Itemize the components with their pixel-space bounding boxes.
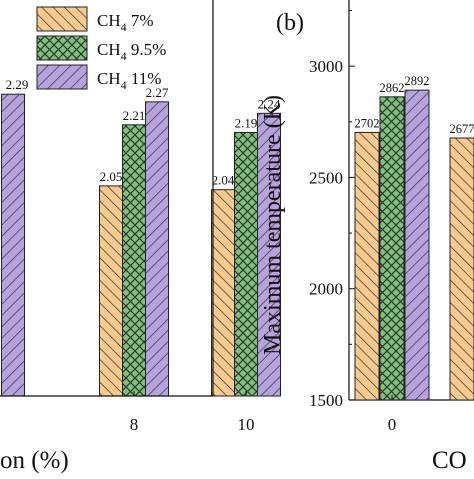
x-tick-label-b-0: 0 (388, 415, 397, 434)
legend-swatch-2 (37, 65, 87, 89)
value-label-b-s0-c0: 2702 (355, 116, 380, 130)
bar-a-s2-c1 (146, 102, 169, 396)
value-label-a-s0-c1: 2.05 (100, 169, 123, 184)
x-axis-label-b: CO (432, 447, 467, 474)
bar-a-s1-c2 (235, 132, 258, 396)
legend-swatch-1 (37, 36, 87, 60)
x-tick-label-a-1: 8 (130, 415, 139, 434)
bar-b-s0-c1 (450, 138, 474, 400)
y-tick-label-b-1: 2000 (309, 280, 343, 299)
x-axis-label-a: on (%) (0, 447, 69, 474)
bar-b-s1-c0 (380, 97, 404, 400)
legend-label-0: CH4 7% (97, 11, 154, 34)
bar-a-s1-c1 (123, 125, 146, 396)
value-label-a-s1-c2: 2.19 (235, 115, 258, 130)
y-tick-label-b-3: 3000 (309, 57, 343, 76)
value-label-b-s2-c0: 2892 (405, 74, 430, 88)
bar-a-s2-c0 (2, 94, 25, 396)
panel-b: 1500200025003000270226772862283289202COM… (260, 0, 474, 474)
value-label-a-s2-c0: 2.29 (6, 77, 29, 92)
y-tick-label-b-2: 2500 (309, 168, 343, 187)
bar-a-s0-c1 (100, 186, 123, 396)
value-label-b-s0-c1: 2677 (450, 122, 474, 136)
x-tick-label-a-2: 10 (238, 415, 255, 434)
legend-label-1: CH4 9.5% (97, 40, 166, 63)
legend-swatch-0 (37, 7, 87, 31)
bar-b-s2-c0 (405, 90, 429, 400)
y-axis-label-b: Maximum temperature (K) (260, 95, 286, 355)
value-label-a-s1-c1: 2.21 (123, 108, 146, 123)
bar-b-s0-c0 (355, 132, 379, 400)
y-tick-label-b-0: 1500 (309, 391, 343, 410)
legend: CH4 7%CH4 9.5%CH4 11% (37, 7, 166, 92)
value-label-b-s1-c0: 2862 (380, 81, 405, 95)
bar-a-s0-c2 (212, 190, 235, 396)
panel-label-b: (b) (276, 10, 304, 36)
value-label-a-s0-c2: 2.04 (212, 173, 235, 188)
